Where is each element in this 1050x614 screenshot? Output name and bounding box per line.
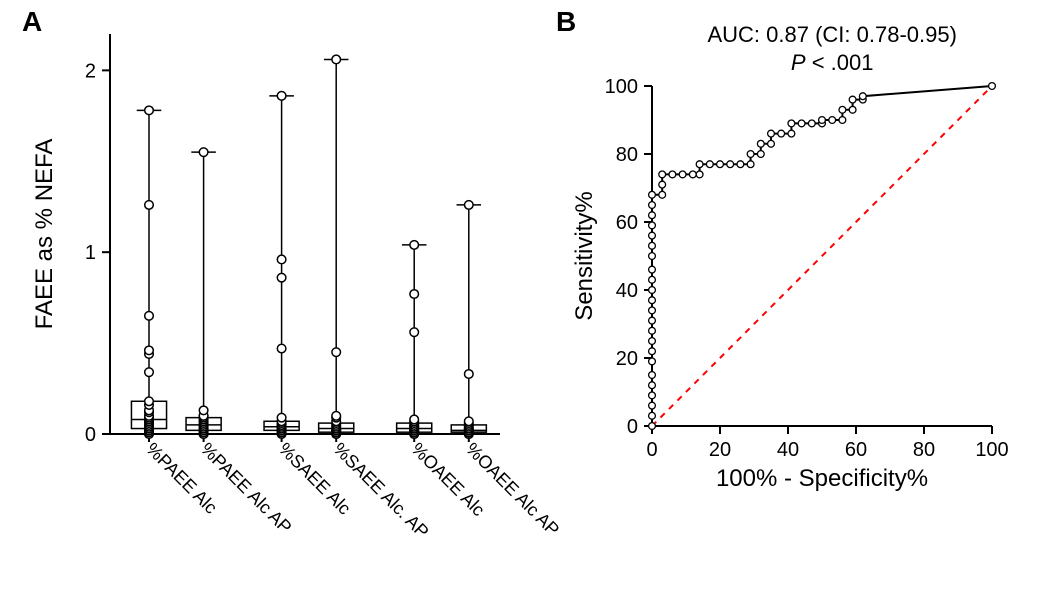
panel-a: 012FAEE as % NEFA%PAEE Alc%PAEE Alc AP%S… <box>110 34 500 434</box>
svg-text:20: 20 <box>709 439 731 461</box>
svg-text:2: 2 <box>85 60 96 82</box>
panel-label-a: A <box>22 6 42 38</box>
svg-text:80: 80 <box>616 144 638 166</box>
svg-text:80: 80 <box>913 439 935 461</box>
svg-text:Sensitivity%: Sensitivity% <box>571 191 598 320</box>
svg-text:100% - Specificity%: 100% - Specificity% <box>716 465 928 492</box>
svg-text:FAEE as % NEFA: FAEE as % NEFA <box>31 139 58 330</box>
svg-text:40: 40 <box>777 439 799 461</box>
svg-text:100: 100 <box>605 76 638 98</box>
panel-a-svg: 012FAEE as % NEFA%PAEE Alc%PAEE Alc AP%S… <box>110 34 500 434</box>
panel-b-svg: 020406080100020406080100Sensitivity%100%… <box>652 86 992 426</box>
svg-text:P < .001: P < .001 <box>791 50 874 75</box>
svg-text:60: 60 <box>616 212 638 234</box>
svg-text:0: 0 <box>627 416 638 438</box>
svg-text:40: 40 <box>616 280 638 302</box>
figure-root: A B 012FAEE as % NEFA%PAEE Alc%PAEE Alc … <box>0 0 1050 614</box>
svg-text:100: 100 <box>975 439 1008 461</box>
svg-text:20: 20 <box>616 348 638 370</box>
svg-text:60: 60 <box>845 439 867 461</box>
panel-b: 020406080100020406080100Sensitivity%100%… <box>652 86 992 426</box>
svg-text:0: 0 <box>85 424 96 446</box>
svg-text:AUC: 0.87 (CI: 0.78-0.95): AUC: 0.87 (CI: 0.78-0.95) <box>707 22 956 47</box>
svg-text:1: 1 <box>85 242 96 264</box>
panel-label-b: B <box>556 6 576 38</box>
svg-text:%OAEE Alc AP: %OAEE Alc AP <box>462 439 563 540</box>
svg-text:0: 0 <box>646 439 657 461</box>
